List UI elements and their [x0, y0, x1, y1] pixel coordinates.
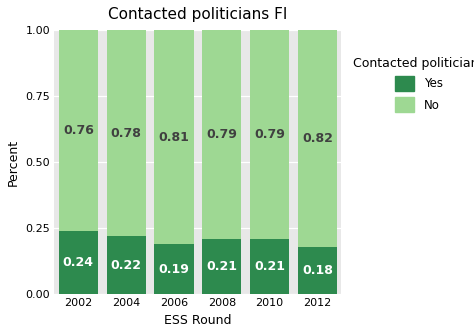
- Text: 0.76: 0.76: [63, 124, 94, 137]
- Text: 0.79: 0.79: [254, 128, 285, 141]
- Text: 0.24: 0.24: [63, 256, 94, 269]
- X-axis label: ESS Round: ESS Round: [164, 314, 232, 327]
- Bar: [298, 247, 337, 294]
- Bar: [202, 30, 241, 239]
- Text: 0.18: 0.18: [302, 264, 333, 277]
- Title: Contacted politicians FI: Contacted politicians FI: [108, 7, 288, 22]
- Bar: [250, 30, 289, 239]
- Legend: Yes, No: Yes, No: [353, 57, 474, 112]
- Text: 0.79: 0.79: [206, 128, 237, 141]
- Bar: [250, 239, 289, 294]
- Bar: [59, 30, 98, 231]
- Text: 0.78: 0.78: [111, 127, 142, 140]
- Bar: [298, 30, 337, 247]
- Bar: [107, 30, 146, 236]
- Bar: [155, 244, 193, 294]
- Text: 0.21: 0.21: [254, 260, 285, 273]
- Text: 0.81: 0.81: [158, 131, 190, 144]
- Bar: [155, 30, 193, 244]
- Bar: [107, 236, 146, 294]
- Text: 0.22: 0.22: [110, 259, 142, 272]
- Y-axis label: Percent: Percent: [7, 139, 20, 186]
- Bar: [202, 239, 241, 294]
- Text: 0.21: 0.21: [206, 260, 237, 273]
- Text: 0.19: 0.19: [158, 263, 190, 276]
- Bar: [59, 231, 98, 294]
- Text: 0.82: 0.82: [302, 132, 333, 145]
